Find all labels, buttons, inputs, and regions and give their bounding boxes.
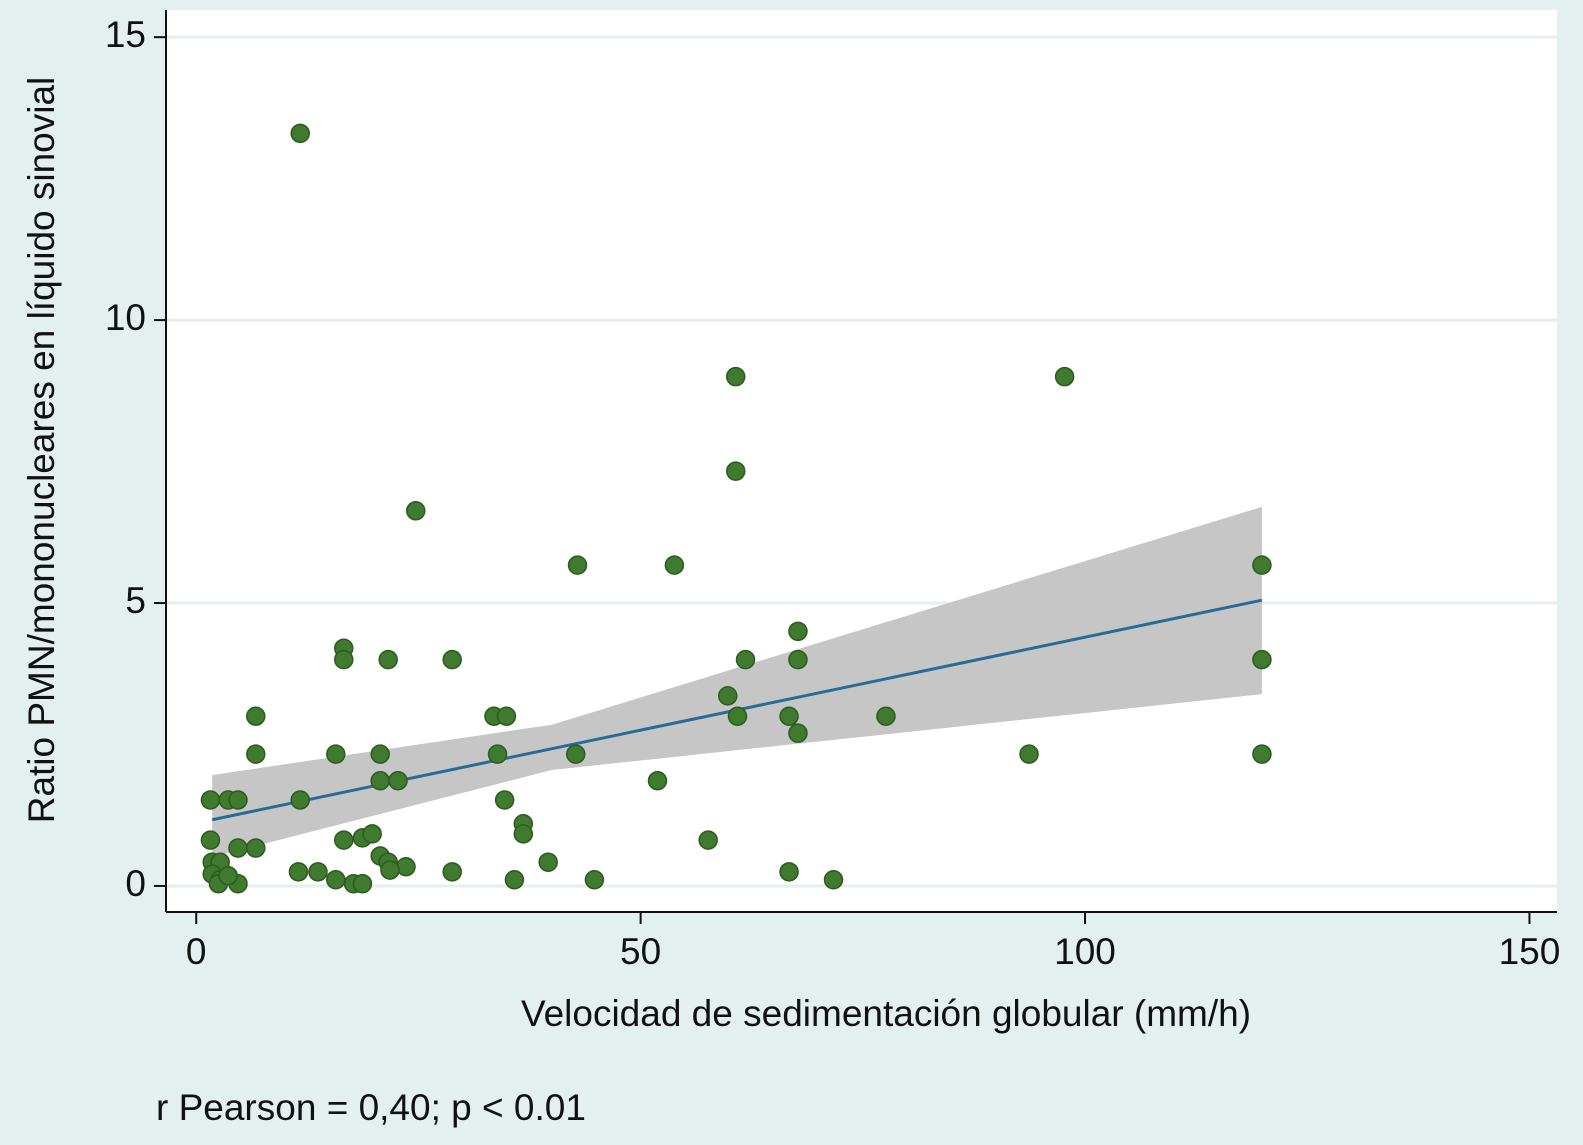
- annotation: r Pearson = 0,40; p < 0.01: [156, 1087, 586, 1128]
- point: [1019, 744, 1039, 764]
- point: [218, 866, 238, 886]
- point: [788, 723, 808, 743]
- point: [378, 649, 398, 670]
- point: [200, 830, 221, 850]
- y-axis-title: Ratio PMN/mononucleares en líquido sinov…: [21, 77, 62, 824]
- point: [380, 860, 400, 880]
- point: [513, 824, 534, 844]
- point: [326, 869, 346, 890]
- point: [698, 830, 718, 850]
- point: [370, 770, 390, 791]
- point: [290, 123, 310, 144]
- point: [326, 744, 346, 764]
- point: [1252, 744, 1272, 764]
- point: [565, 744, 586, 764]
- point: [717, 686, 738, 706]
- confidence-band: [212, 506, 1262, 858]
- x-tick-label: 150: [1499, 931, 1561, 972]
- point: [494, 790, 515, 810]
- point: [538, 852, 558, 872]
- point: [487, 744, 508, 764]
- point: [823, 869, 844, 890]
- point: [1252, 649, 1272, 670]
- point: [1054, 366, 1075, 387]
- point: [1252, 555, 1272, 575]
- point: [290, 790, 310, 810]
- point: [779, 862, 799, 882]
- point: [246, 706, 266, 726]
- point: [246, 838, 266, 858]
- y-tick-label: 15: [105, 14, 146, 55]
- point: [504, 869, 525, 890]
- point: [334, 649, 354, 670]
- y-tick-label: 10: [105, 297, 146, 338]
- point: [352, 873, 373, 894]
- point: [370, 744, 390, 764]
- point: [288, 862, 309, 882]
- point: [308, 862, 328, 882]
- point: [362, 824, 382, 844]
- point: [664, 555, 685, 575]
- point: [388, 770, 408, 791]
- point: [442, 649, 462, 670]
- point: [735, 649, 756, 670]
- point: [228, 838, 248, 858]
- point: [442, 862, 462, 882]
- point: [246, 744, 266, 764]
- point: [788, 621, 808, 642]
- point: [647, 770, 668, 791]
- x-tick-label: 50: [620, 931, 661, 972]
- point: [584, 869, 605, 890]
- x-axis-title: Velocidad de sedimentación globular (mm/…: [521, 993, 1251, 1034]
- point: [788, 649, 808, 670]
- x-tick-label: 0: [186, 931, 207, 972]
- point: [727, 706, 748, 726]
- point: [725, 366, 746, 387]
- point: [396, 856, 416, 877]
- point: [496, 706, 517, 726]
- point: [334, 830, 354, 850]
- y-tick-label: 5: [125, 580, 146, 621]
- y-tick-label: 0: [125, 863, 146, 904]
- point: [228, 790, 248, 810]
- point: [567, 555, 588, 575]
- point: [876, 706, 896, 726]
- x-tick-label: 100: [1054, 931, 1116, 972]
- point: [725, 461, 746, 481]
- point: [406, 501, 426, 521]
- point: [779, 706, 799, 726]
- point: [200, 790, 221, 810]
